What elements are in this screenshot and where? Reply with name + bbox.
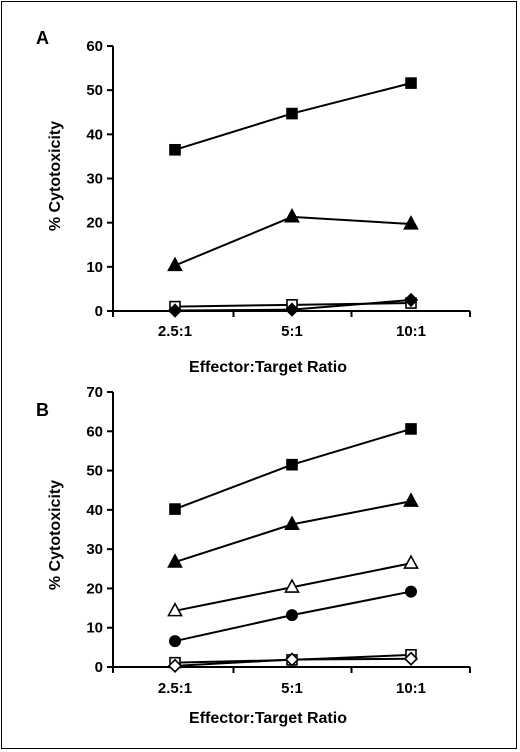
- panel-a-y-tick-label: 50: [86, 82, 103, 99]
- panel-b-x-tick-label: 10:1: [396, 680, 426, 697]
- panel-b-y-tick-label: 70: [86, 384, 103, 401]
- panel-b-x-tick-label: 2.5:1: [158, 680, 192, 697]
- panel-b-series-6-point: [403, 651, 419, 666]
- panel-b-series-4-point: [404, 585, 417, 598]
- panel-a-label: A: [36, 28, 49, 48]
- panel-a-y-tick-label: 60: [86, 38, 103, 55]
- panel-a-series-1-point: [286, 107, 298, 120]
- panel-a-y-axis-label: % Cytotoxicity: [47, 121, 64, 231]
- panel-b-x-tick-label: 5:1: [281, 680, 303, 697]
- panel-b-series-6-point: [284, 652, 300, 667]
- panel-a-y-tick-label: 0: [95, 303, 103, 320]
- panel-b-x-axis-label: Effector:Target Ratio: [189, 710, 347, 727]
- panel-a-series-2-point: [167, 256, 183, 272]
- panel-a-y-tick-label: 30: [86, 171, 103, 188]
- panel-a: A % Cytotoxicity Effector:Target Ratio 0…: [36, 28, 471, 376]
- panel-b-series-3-point: [284, 578, 300, 593]
- panel-a-series-2-point: [284, 208, 300, 223]
- panel-b-y-tick-label: 10: [86, 620, 103, 637]
- panel-a-series-4-point: [284, 302, 300, 317]
- panel-a-series-1-point: [169, 143, 181, 156]
- panel-a-series-2-point: [403, 215, 419, 230]
- panel-a-y-tick-label: 10: [86, 259, 103, 276]
- panel-a-series-1-point: [405, 77, 417, 89]
- panel-a-y-tick-label: 20: [86, 215, 103, 232]
- panel-b-y-tick-label: 50: [86, 463, 103, 480]
- panel-b-series-4-point: [285, 609, 298, 622]
- panel-a-series-4-point: [403, 292, 419, 308]
- panel-a-x-tick-label: 2.5:1: [158, 323, 192, 340]
- panel-b-y-tick-label: 0: [95, 659, 103, 676]
- panel-b-series-6-point: [167, 658, 183, 673]
- panel-a-x-tick-label: 5:1: [281, 323, 303, 340]
- panel-b-label: B: [36, 400, 49, 420]
- panel-b-series-3-point: [403, 554, 419, 569]
- panel-b-y-tick-label: 30: [86, 541, 103, 558]
- panel-a-series-2-line: [174, 215, 412, 267]
- panel-a-x-tick-label: 10:1: [396, 323, 426, 340]
- panel-a-series-4-point: [167, 303, 183, 318]
- panel-b-y-tick-label: 20: [86, 580, 103, 597]
- panel-b-series-2-line: [174, 500, 412, 564]
- panel-b-series-1-point: [169, 503, 181, 515]
- panel-b-series-4-point: [169, 635, 182, 648]
- panel-b-series-2-point: [167, 553, 183, 568]
- panel-b: B % Cytotoxicity Effector:Target Ratio 0…: [36, 384, 471, 727]
- panel-b-series-2-point: [284, 515, 300, 530]
- panel-b-series-2-point: [403, 492, 419, 507]
- panel-a-y-tick-label: 40: [86, 126, 103, 143]
- panel-b-y-axis-label: % Cytotoxicity: [47, 480, 64, 590]
- panel-a-x-axis-label: Effector:Target Ratio: [189, 359, 347, 376]
- panel-b-y-tick-label: 60: [86, 423, 103, 440]
- panel-b-series-3-point: [167, 601, 183, 617]
- panel-b-series-1-point: [405, 423, 417, 435]
- panel-b-series-1-point: [286, 458, 298, 471]
- panel-b-y-tick-label: 40: [86, 502, 103, 519]
